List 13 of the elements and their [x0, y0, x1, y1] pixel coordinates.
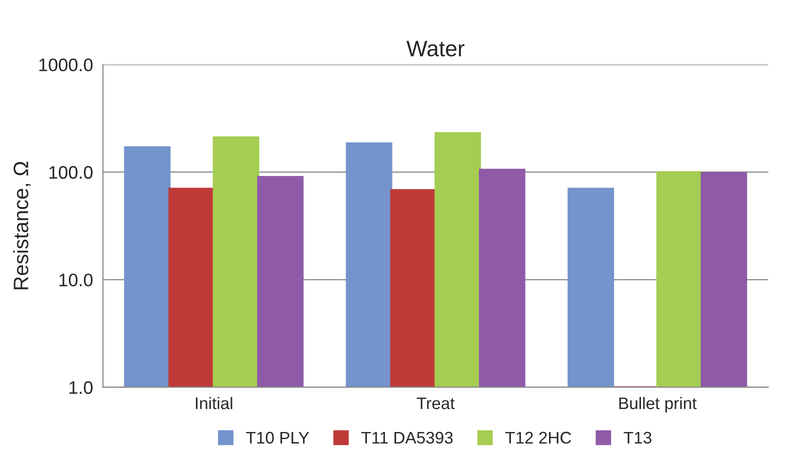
y-tick-label: 1.0 [70, 381, 93, 394]
legend-label: T12 2HC [505, 432, 572, 444]
y-axis-title: Resistance, Ω [13, 162, 31, 290]
legend-label: T10 PLY [246, 432, 310, 444]
chart-title: Water [406, 40, 464, 56]
y-tick-label: 100.0 [49, 166, 93, 179]
y-tick-label: 10.0 [59, 274, 93, 286]
legend-label: T11 DA5393 [361, 432, 453, 444]
y-tick-label: 1000.0 [39, 58, 93, 72]
legend-label: T13 [624, 432, 652, 444]
x-tick-label: Treat [416, 398, 455, 410]
x-tick-label: Initial [196, 396, 232, 410]
x-tick-label: Bullet print [619, 396, 697, 412]
